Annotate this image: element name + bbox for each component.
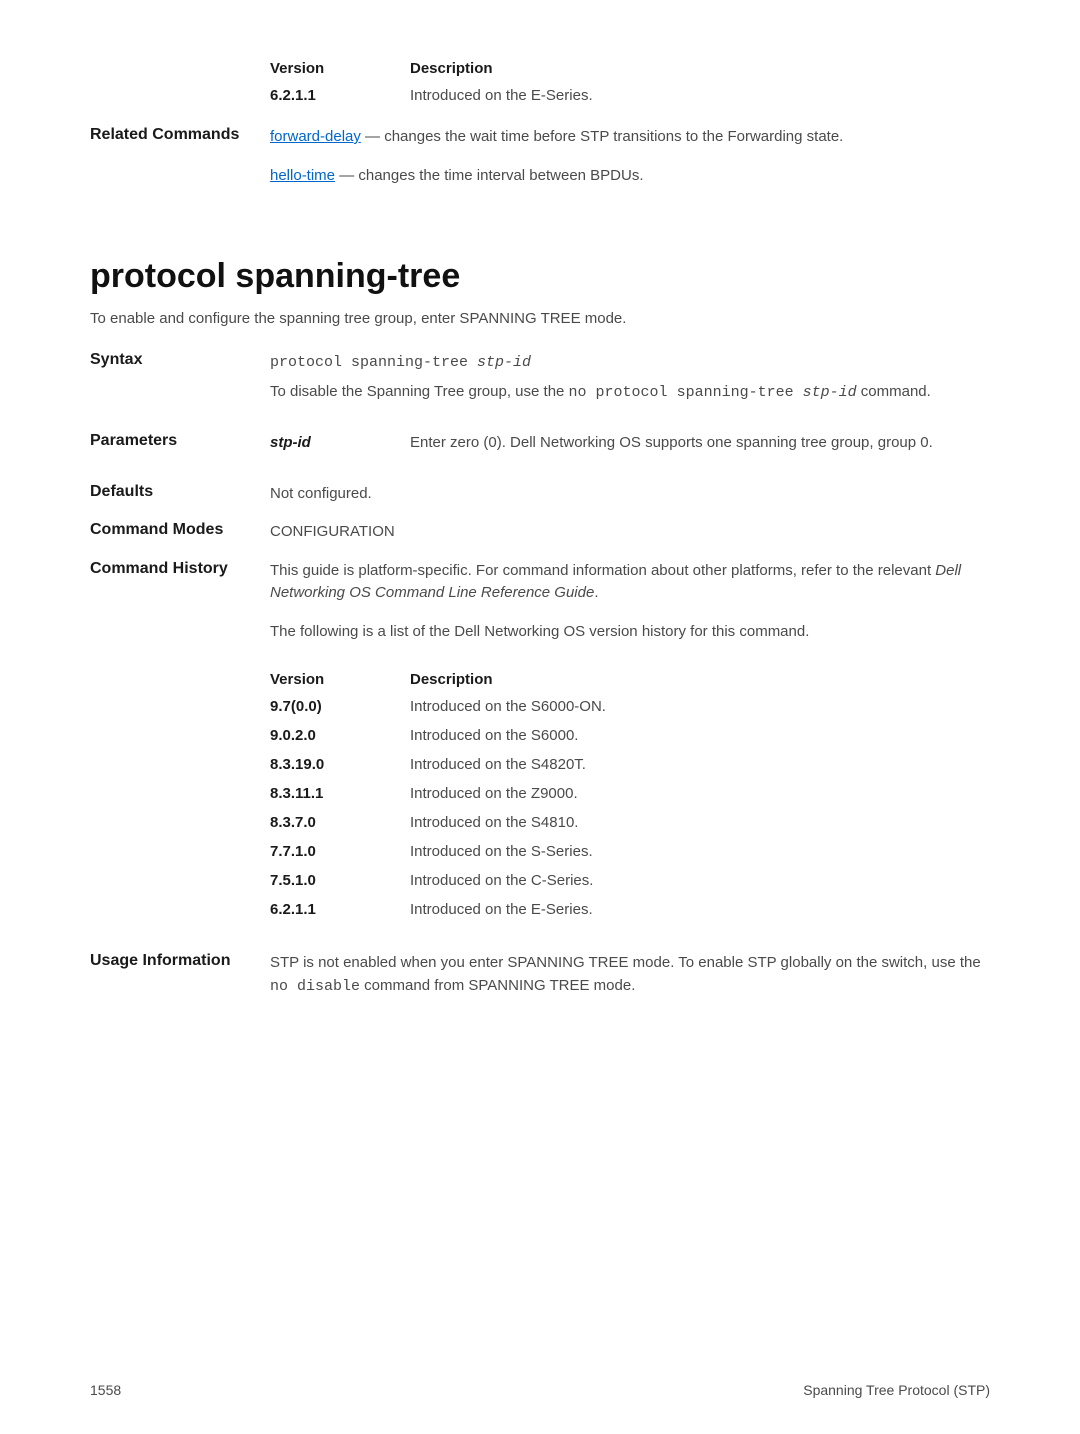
version-cell: 8.3.7.0: [270, 814, 410, 831]
version-cell: 9.0.2.0: [270, 727, 410, 744]
related-command-2: hello-time — changes the time interval b…: [270, 165, 990, 188]
forward-delay-link[interactable]: forward-delay: [270, 128, 361, 145]
parameter-desc: Enter zero (0). Dell Networking OS suppo…: [410, 432, 990, 455]
command-modes-label: Command Modes: [90, 521, 270, 544]
version-row: 8.3.7.0Introduced on the S4810.: [270, 814, 990, 831]
section-title: protocol spanning-tree: [90, 257, 990, 296]
defaults-value: Not configured.: [270, 483, 990, 506]
command-history-label: Command History: [90, 560, 270, 605]
related-command-1: forward-delay — changes the wait time be…: [270, 126, 990, 149]
version-desc: Introduced on the Z9000.: [410, 785, 990, 802]
syntax-description: To disable the Spanning Tree group, use …: [270, 381, 990, 405]
col-header-description: Description: [410, 671, 990, 688]
version-row: 6.2.1.1 Introduced on the E-Series.: [270, 87, 990, 104]
command-modes-value: CONFIGURATION: [270, 521, 990, 544]
footer-title: Spanning Tree Protocol (STP): [803, 1382, 990, 1398]
version-row: 7.7.1.0Introduced on the S-Series.: [270, 843, 990, 860]
page-number: 1558: [90, 1382, 121, 1398]
syntax-command: protocol spanning-tree stp-id: [270, 351, 990, 375]
usage-info-desc: STP is not enabled when you enter SPANNI…: [270, 952, 990, 998]
version-cell: 7.7.1.0: [270, 843, 410, 860]
version-desc: Introduced on the C-Series.: [410, 872, 990, 889]
defaults-label: Defaults: [90, 483, 270, 506]
version-desc: Introduced on the E-Series.: [410, 901, 990, 918]
usage-info-label: Usage Information: [90, 952, 270, 998]
related-commands-label: Related Commands: [90, 126, 270, 149]
version-cell: 6.2.1.1: [270, 901, 410, 918]
version-cell: 8.3.19.0: [270, 756, 410, 773]
version-cell: 6.2.1.1: [270, 87, 410, 104]
version-desc: Introduced on the S-Series.: [410, 843, 990, 860]
version-desc: Introduced on the E-Series.: [410, 87, 990, 104]
version-cell: 9.7(0.0): [270, 698, 410, 715]
version-row: 7.5.1.0Introduced on the C-Series.: [270, 872, 990, 889]
version-cell: 8.3.11.1: [270, 785, 410, 802]
col-header-description: Description: [410, 60, 990, 77]
version-desc: Introduced on the S6000-ON.: [410, 698, 990, 715]
syntax-label: Syntax: [90, 351, 270, 375]
version-row: 8.3.11.1Introduced on the Z9000.: [270, 785, 990, 802]
parameter-name: stp-id: [270, 432, 410, 455]
version-row: 8.3.19.0Introduced on the S4820T.: [270, 756, 990, 773]
version-row: 9.0.2.0Introduced on the S6000.: [270, 727, 990, 744]
version-desc: Introduced on the S4820T.: [410, 756, 990, 773]
col-header-version: Version: [270, 60, 410, 77]
parameters-label: Parameters: [90, 432, 270, 455]
version-row: 9.7(0.0)Introduced on the S6000-ON.: [270, 698, 990, 715]
version-row: 6.2.1.1Introduced on the E-Series.: [270, 901, 990, 918]
version-cell: 7.5.1.0: [270, 872, 410, 889]
command-history-p2: The following is a list of the Dell Netw…: [270, 621, 990, 644]
col-header-version: Version: [270, 671, 410, 688]
section-intro: To enable and configure the spanning tre…: [90, 310, 990, 327]
command-history-p1: This guide is platform-specific. For com…: [270, 560, 990, 605]
version-desc: Introduced on the S6000.: [410, 727, 990, 744]
hello-time-link[interactable]: hello-time: [270, 167, 335, 184]
version-desc: Introduced on the S4810.: [410, 814, 990, 831]
